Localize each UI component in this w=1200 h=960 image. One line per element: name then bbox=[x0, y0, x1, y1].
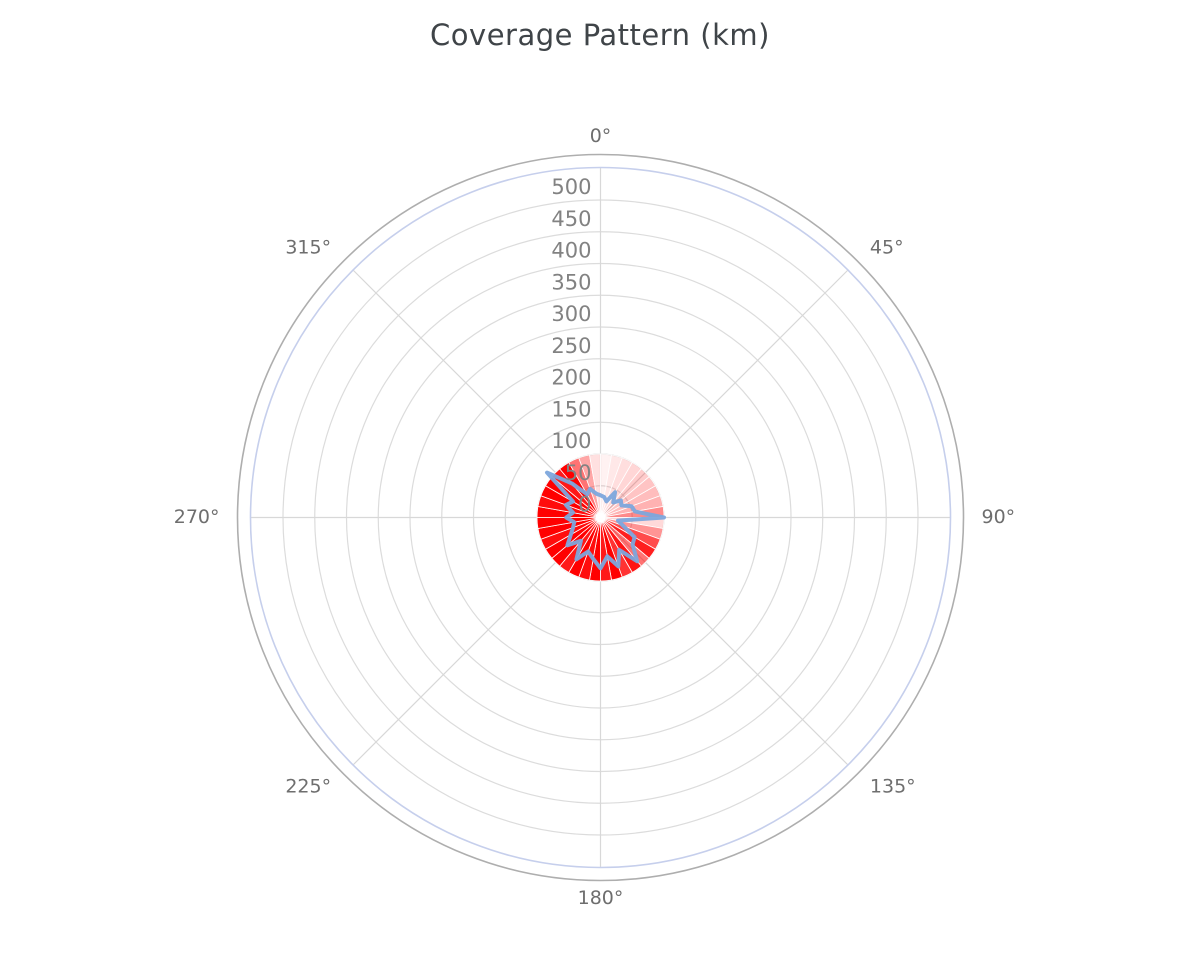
angular-axis-ring bbox=[249, 166, 952, 869]
outer-border-ring bbox=[236, 153, 965, 882]
chart-title: Coverage Pattern (km) bbox=[430, 18, 770, 52]
radial-tick-label: 100 bbox=[551, 429, 591, 453]
coverage-sector bbox=[589, 453, 601, 518]
angular-tick-label: 180° bbox=[578, 887, 624, 909]
radial-tick-label: 350 bbox=[551, 270, 591, 294]
radial-tick-label: 0 bbox=[578, 493, 591, 517]
radial-tick-label: 300 bbox=[551, 302, 591, 326]
angular-tick-label: 0° bbox=[590, 125, 612, 147]
angular-tick-label: 315° bbox=[285, 237, 331, 259]
angular-tick-label: 270° bbox=[174, 506, 220, 528]
angular-tick-label: 45° bbox=[870, 237, 904, 259]
radial-tick-label: 450 bbox=[551, 207, 591, 231]
radial-tick-label: 250 bbox=[551, 334, 591, 358]
polar-spoke bbox=[600, 269, 849, 518]
radial-tick-label: 50 bbox=[565, 461, 592, 485]
radial-tick-label: 400 bbox=[551, 239, 591, 263]
radial-tick-label: 500 bbox=[551, 175, 591, 199]
radial-tick-label: 150 bbox=[551, 397, 591, 421]
angular-tick-label: 90° bbox=[982, 506, 1016, 528]
coverage-outline bbox=[545, 470, 666, 571]
angular-tick-label: 225° bbox=[285, 775, 331, 797]
angular-tick-label: 135° bbox=[870, 775, 916, 797]
radial-tick-label: 200 bbox=[551, 366, 591, 390]
